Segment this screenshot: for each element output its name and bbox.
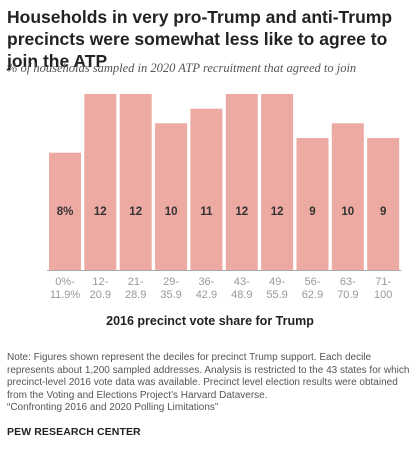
data-label: 8% <box>57 206 74 218</box>
bar-56-62.9 <box>296 138 329 270</box>
x-tick-label: 36-42.9 <box>196 276 217 301</box>
bar-43-48.9 <box>225 94 258 270</box>
footnote-line: precinct-level 2016 vote data was availa… <box>7 377 398 389</box>
x-axis-label: 2016 precinct vote share for Trump <box>106 314 314 328</box>
footnote-line: represents about 1,200 sampled addresses… <box>7 364 410 376</box>
bar-36-42.9 <box>190 108 223 270</box>
x-tick-label: 29-35.9 <box>160 276 181 301</box>
footnote-line: from the Voting and Elections Project’s … <box>7 389 268 401</box>
footnote-line: Note: Figures shown represent the decile… <box>7 352 372 363</box>
bar-71-100 <box>367 138 400 270</box>
bar-49-55.9 <box>261 94 294 270</box>
data-label: 10 <box>165 206 178 218</box>
source-credit: PEW RESEARCH CENTER <box>7 426 141 438</box>
footnote: Note: Figures shown represent the decile… <box>7 352 415 415</box>
data-label: 12 <box>94 206 107 218</box>
bar-63-70.9 <box>331 123 364 270</box>
x-tick-label: 43-48.9 <box>231 276 252 301</box>
data-label: 12 <box>129 206 142 218</box>
x-tick-label: 49-55.9 <box>266 276 287 301</box>
bar-21-28.9 <box>119 94 152 270</box>
data-label: 11 <box>200 206 213 218</box>
bars-group <box>49 94 400 270</box>
x-tick-label: 21-28.9 <box>125 276 146 301</box>
footnote-line: “Confronting 2016 and 2020 Polling Limit… <box>7 402 219 414</box>
chart-title: Households in very pro-Trump and anti-Tr… <box>7 7 393 71</box>
data-label: 12 <box>235 206 248 218</box>
bar-29-35.9 <box>155 123 188 270</box>
x-tick-label: 63-70.9 <box>337 276 358 301</box>
data-label: 12 <box>271 206 284 218</box>
data-label: 10 <box>341 206 354 218</box>
bar-0%-11.9% <box>49 152 81 270</box>
x-tick-labels-group: 0%-11.9% 12-20.9 21-28.9 29-35.9 36-42.9 43-4… <box>50 276 393 301</box>
x-tick-label: 12-20.9 <box>90 276 111 301</box>
data-label: 9 <box>309 206 315 218</box>
x-tick-label: 56-62.9 <box>302 276 323 301</box>
data-label: 9 <box>380 206 386 218</box>
bar-chart: 8% 12 12 10 11 12 12 9 10 9 0%-11.9% 12-20.9 21-28.… <box>47 94 402 301</box>
chart-subtitle: % of households sampled in 2020 ATP recr… <box>7 61 357 75</box>
x-tick-label: 0%-11.9% <box>50 276 81 301</box>
bar-12-20.9 <box>84 94 117 270</box>
x-tick-label: 71-100 <box>374 276 392 301</box>
data-labels-group: 8% 12 12 10 11 12 12 9 10 9 <box>57 206 387 218</box>
